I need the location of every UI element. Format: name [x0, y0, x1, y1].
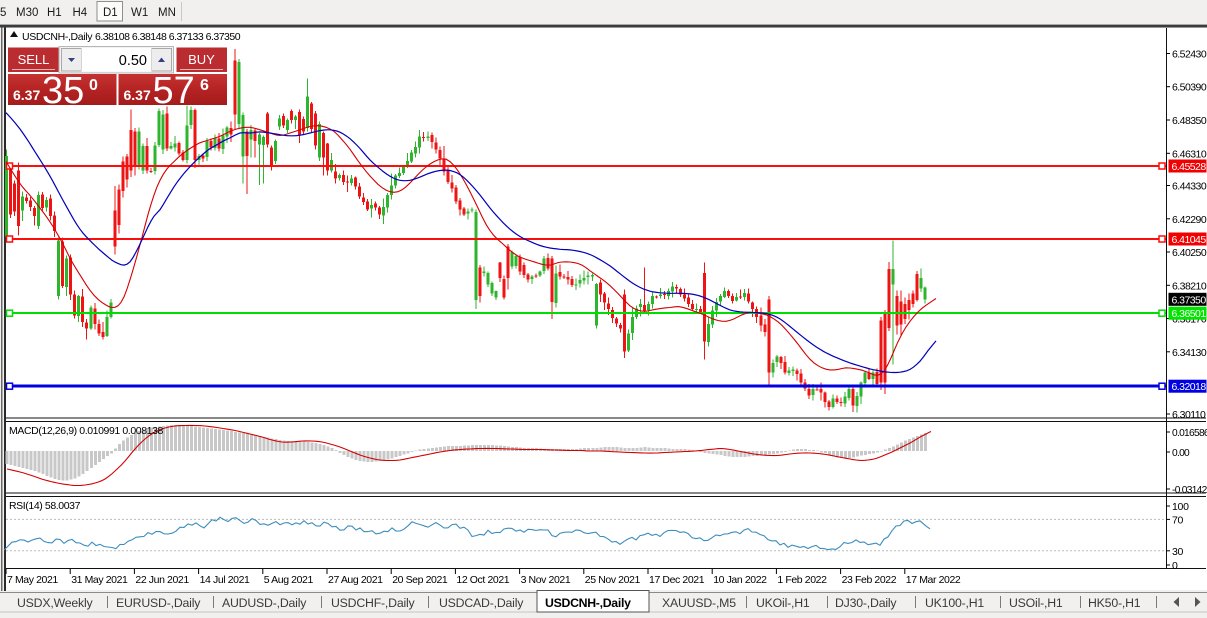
svg-text:MN: MN	[158, 7, 176, 19]
svg-text:AUDUSD-,Daily: AUDUSD-,Daily	[222, 596, 307, 610]
svg-text:RSI(14) 58.0037: RSI(14) 58.0037	[9, 500, 81, 512]
svg-text:5: 5	[0, 7, 6, 19]
svg-text:17 Dec 2021: 17 Dec 2021	[649, 574, 705, 586]
svg-text:0: 0	[1172, 560, 1178, 572]
svg-text:6.44330: 6.44330	[1172, 181, 1207, 193]
svg-text:6.48350: 6.48350	[1172, 115, 1207, 127]
svg-text:MACD(12,26,9) 0.010991 0.00813: MACD(12,26,9) 0.010991 0.008138	[9, 425, 164, 437]
svg-text:DJ30-,Daily: DJ30-,Daily	[835, 596, 897, 610]
svg-text:30: 30	[1172, 546, 1184, 558]
svg-text:57: 57	[153, 70, 195, 112]
svg-text:6.36501: 6.36501	[1172, 308, 1207, 320]
svg-text:USOil-,H1: USOil-,H1	[1009, 596, 1063, 610]
svg-text:6.50390: 6.50390	[1172, 82, 1207, 94]
svg-text:7 May 2021: 7 May 2021	[7, 574, 58, 586]
svg-text:6.42290: 6.42290	[1172, 214, 1207, 226]
svg-text:3 Nov 2021: 3 Nov 2021	[521, 574, 571, 586]
svg-text:6.37: 6.37	[124, 87, 151, 103]
svg-text:HK50-,H1: HK50-,H1	[1088, 596, 1141, 610]
svg-text:H1: H1	[47, 7, 62, 19]
svg-text:12 Oct 2021: 12 Oct 2021	[456, 574, 509, 586]
svg-text:6: 6	[200, 77, 209, 94]
svg-text:USDCAD-,Daily: USDCAD-,Daily	[439, 596, 524, 610]
svg-text:USDX,Weekly: USDX,Weekly	[17, 596, 94, 610]
svg-text:USDCNH-,Daily: USDCNH-,Daily	[545, 596, 631, 610]
svg-text:100: 100	[1172, 501, 1189, 513]
svg-text:35: 35	[42, 70, 84, 112]
svg-text:70: 70	[1172, 514, 1184, 526]
svg-text:H4: H4	[73, 7, 88, 19]
svg-text:USDCNH-,Daily: USDCNH-,Daily	[22, 31, 93, 43]
svg-text:22 Jun 2021: 22 Jun 2021	[135, 574, 189, 586]
svg-text:25 Nov 2021: 25 Nov 2021	[585, 574, 641, 586]
svg-text:EURUSD-,Daily: EURUSD-,Daily	[116, 596, 201, 610]
svg-text:10 Jan 2022: 10 Jan 2022	[713, 574, 767, 586]
svg-text:6.38108 6.38148 6.37133 6.3735: 6.38108 6.38148 6.37133 6.37350	[95, 31, 241, 43]
svg-text:6.46310: 6.46310	[1172, 148, 1207, 160]
svg-text:UK100-,H1: UK100-,H1	[925, 596, 984, 610]
svg-text:6.40250: 6.40250	[1172, 247, 1207, 259]
svg-text:6.30110: 6.30110	[1172, 409, 1206, 421]
svg-text:27 Aug 2021: 27 Aug 2021	[328, 574, 383, 586]
svg-text:6.45528: 6.45528	[1172, 161, 1207, 173]
svg-text:M30: M30	[16, 7, 38, 19]
svg-text:0.00: 0.00	[1172, 448, 1190, 459]
svg-text:1 Feb 2022: 1 Feb 2022	[777, 574, 827, 586]
svg-text:6.38210: 6.38210	[1172, 280, 1207, 292]
svg-text:17 Mar 2022: 17 Mar 2022	[906, 574, 961, 586]
svg-text:20 Sep 2021: 20 Sep 2021	[392, 574, 448, 586]
svg-text:31 May 2021: 31 May 2021	[71, 574, 128, 586]
svg-text:0.50: 0.50	[119, 53, 147, 69]
svg-text:-0.03142: -0.03142	[1172, 485, 1207, 496]
svg-text:0.016586: 0.016586	[1172, 428, 1207, 439]
svg-text:UKOil-,H1: UKOil-,H1	[756, 596, 810, 610]
svg-text:6.37: 6.37	[13, 87, 40, 103]
svg-text:USDCHF-,Daily: USDCHF-,Daily	[331, 596, 416, 610]
svg-text:23 Feb 2022: 23 Feb 2022	[842, 574, 897, 586]
svg-text:SELL: SELL	[18, 52, 50, 67]
svg-text:BUY: BUY	[188, 52, 215, 67]
svg-text:6.32018: 6.32018	[1172, 381, 1207, 393]
svg-text:D1: D1	[103, 7, 118, 19]
svg-text:XAUUSD-,M5: XAUUSD-,M5	[662, 596, 736, 610]
svg-text:6.34130: 6.34130	[1172, 347, 1207, 359]
svg-text:6.37350: 6.37350	[1172, 294, 1207, 306]
svg-text:14 Jul 2021: 14 Jul 2021	[200, 574, 250, 586]
svg-text:0: 0	[89, 77, 98, 94]
svg-text:W1: W1	[131, 7, 148, 19]
svg-text:5 Aug 2021: 5 Aug 2021	[264, 574, 314, 586]
svg-text:6.52430: 6.52430	[1172, 49, 1207, 61]
svg-text:6.41045: 6.41045	[1172, 234, 1207, 246]
